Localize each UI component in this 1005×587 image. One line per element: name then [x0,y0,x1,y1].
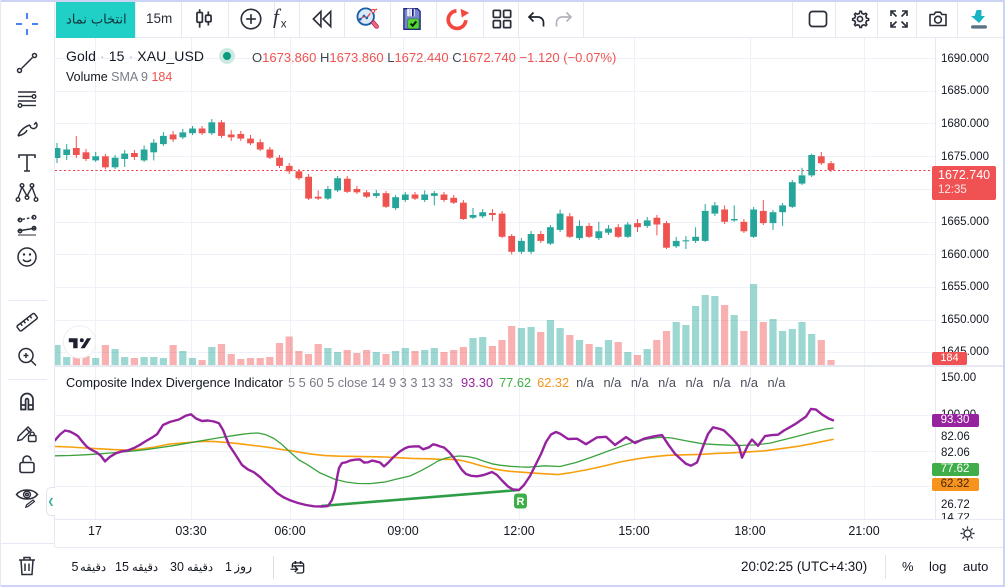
svg-text:R: R [517,496,525,508]
svg-text:x: x [281,19,287,31]
svg-text:f: f [273,6,282,29]
